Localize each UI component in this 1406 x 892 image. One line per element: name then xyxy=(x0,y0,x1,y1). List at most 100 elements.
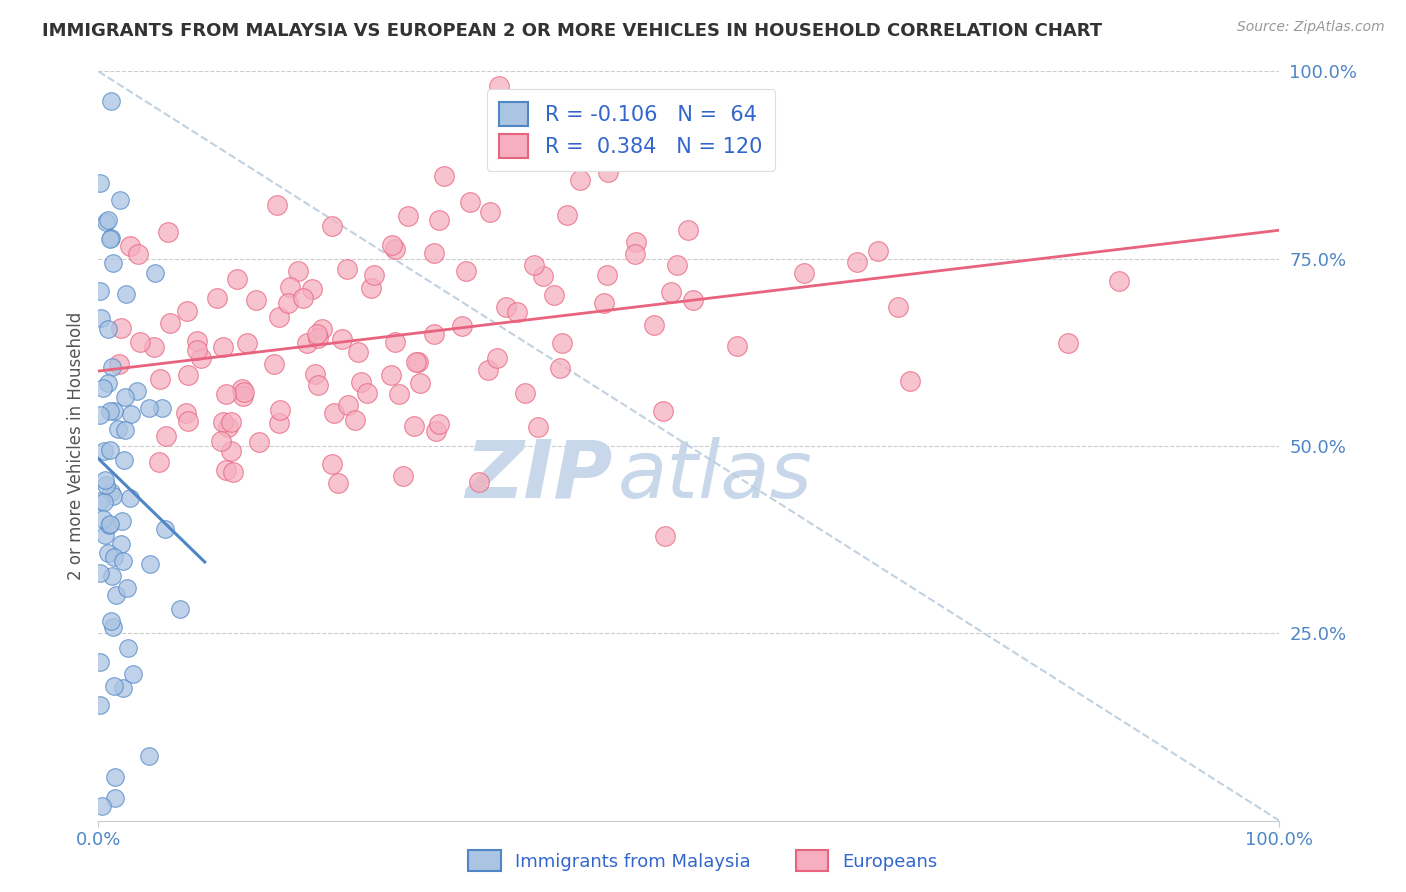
Point xyxy=(148,455,170,469)
Point xyxy=(278,280,301,294)
Point xyxy=(174,406,197,420)
Point xyxy=(100,231,122,245)
Point xyxy=(97,376,120,390)
Point xyxy=(643,318,665,333)
Point xyxy=(186,343,208,358)
Point xyxy=(468,475,491,489)
Point xyxy=(477,363,499,377)
Point xyxy=(347,344,370,359)
Point xyxy=(427,417,450,431)
Point xyxy=(89,176,111,190)
Text: Source: ZipAtlas.com: Source: ZipAtlas.com xyxy=(1237,20,1385,34)
Point xyxy=(112,452,135,467)
Point xyxy=(427,213,450,227)
Point xyxy=(624,247,647,261)
Point xyxy=(269,402,291,417)
Point xyxy=(104,770,127,784)
Point xyxy=(247,434,270,449)
Point xyxy=(209,434,232,448)
Point xyxy=(291,292,314,306)
Point xyxy=(231,383,253,397)
Point xyxy=(128,334,150,349)
Point xyxy=(103,404,125,418)
Point xyxy=(101,256,124,270)
Point xyxy=(89,409,111,423)
Point xyxy=(219,444,242,458)
Point xyxy=(138,749,160,764)
Point xyxy=(551,336,574,351)
Point xyxy=(226,272,249,286)
Point xyxy=(887,300,910,314)
Point xyxy=(343,412,366,426)
Point xyxy=(215,386,238,401)
Point xyxy=(103,549,125,564)
Point xyxy=(232,385,254,400)
Point xyxy=(425,424,447,438)
Point xyxy=(221,465,243,479)
Point xyxy=(297,336,319,351)
Point xyxy=(626,235,648,249)
Point xyxy=(205,291,228,305)
Point xyxy=(506,304,529,318)
Point xyxy=(97,212,120,227)
Point xyxy=(485,351,508,366)
Point xyxy=(97,322,120,336)
Text: atlas: atlas xyxy=(619,437,813,515)
Point xyxy=(114,286,136,301)
Point xyxy=(651,403,673,417)
Point xyxy=(548,360,571,375)
Point xyxy=(682,293,704,307)
Point xyxy=(148,372,170,386)
Point xyxy=(1108,274,1130,288)
Point xyxy=(301,282,323,296)
Point xyxy=(356,386,378,401)
Point xyxy=(845,255,868,269)
Point xyxy=(307,378,329,392)
Point xyxy=(277,295,299,310)
Point xyxy=(138,557,160,571)
Point xyxy=(186,334,208,348)
Point xyxy=(569,173,592,187)
Point xyxy=(118,239,141,253)
Point xyxy=(388,387,411,401)
Point xyxy=(267,416,290,430)
Point xyxy=(91,798,114,813)
Point xyxy=(100,485,122,500)
Point xyxy=(495,300,517,314)
Point xyxy=(307,327,329,342)
Point xyxy=(868,244,890,258)
Point xyxy=(215,463,238,477)
Point xyxy=(127,384,149,399)
Point xyxy=(177,414,200,428)
Point xyxy=(98,443,121,458)
Point xyxy=(451,318,474,333)
Point xyxy=(330,332,353,346)
Point xyxy=(114,423,136,437)
Point xyxy=(101,620,124,634)
Point xyxy=(98,403,121,417)
Point xyxy=(89,655,111,669)
Point xyxy=(155,429,177,443)
Point xyxy=(93,495,115,509)
Point xyxy=(169,602,191,616)
Point xyxy=(232,389,254,403)
Point xyxy=(666,258,689,272)
Point xyxy=(138,401,160,415)
Point xyxy=(360,281,382,295)
Point xyxy=(423,327,446,342)
Point xyxy=(100,95,122,109)
Point xyxy=(91,512,114,526)
Point xyxy=(654,529,676,543)
Point xyxy=(115,582,138,596)
Point xyxy=(150,401,173,415)
Point xyxy=(122,667,145,681)
Point xyxy=(408,376,430,391)
Point xyxy=(98,516,121,531)
Point xyxy=(217,419,239,434)
Point xyxy=(118,491,141,506)
Point xyxy=(515,386,537,401)
Point xyxy=(176,303,198,318)
Point xyxy=(101,569,124,583)
Point xyxy=(402,418,425,433)
Point xyxy=(90,311,112,326)
